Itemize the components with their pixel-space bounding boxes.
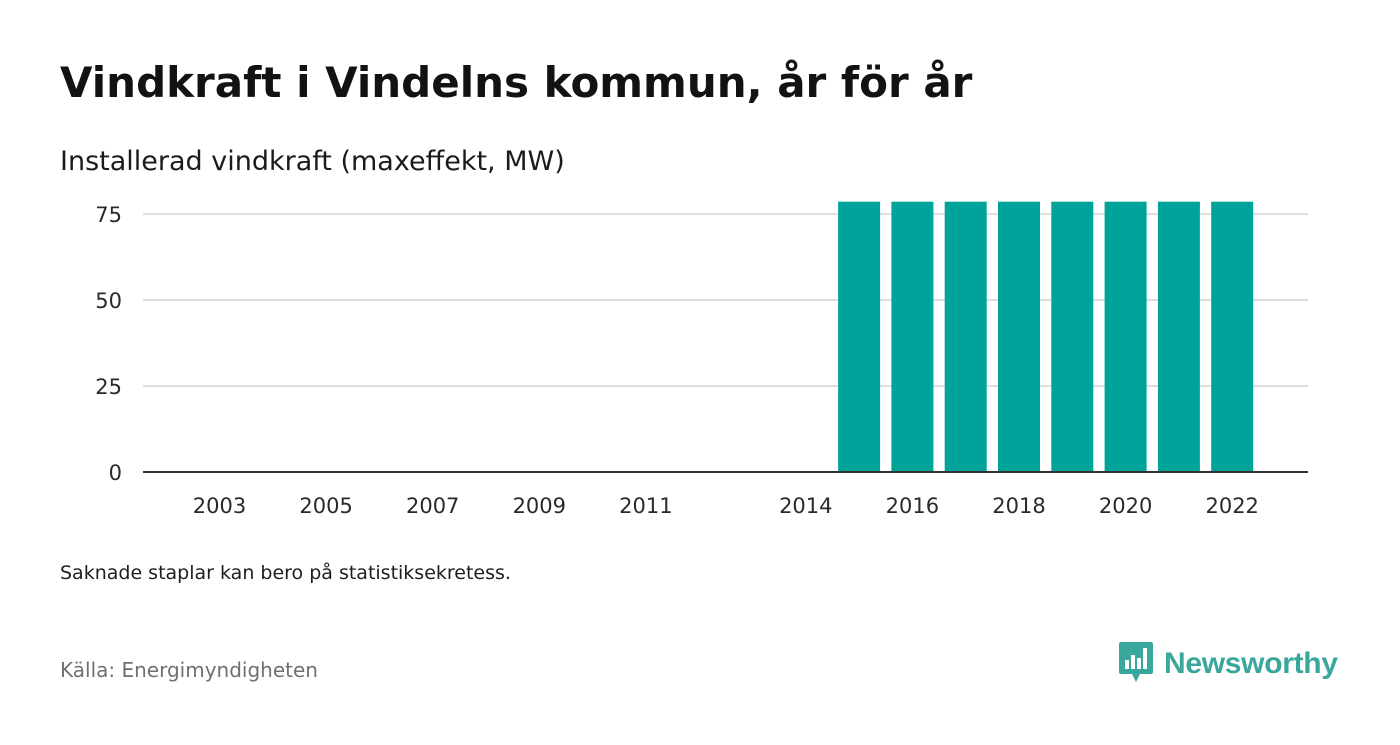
x-tick-label: 2005 bbox=[299, 494, 352, 518]
x-tick-label: 2007 bbox=[406, 494, 459, 518]
x-tick-label: 2011 bbox=[619, 494, 672, 518]
brand-logo: Newsworthy bbox=[1118, 640, 1338, 688]
bar-2017 bbox=[944, 201, 987, 472]
x-tick-label: 2022 bbox=[1205, 494, 1258, 518]
x-tick-label: 2018 bbox=[992, 494, 1045, 518]
bar-2022 bbox=[1211, 201, 1254, 472]
y-tick-label: 0 bbox=[109, 461, 122, 485]
x-tick-label: 2003 bbox=[193, 494, 246, 518]
bar-2018 bbox=[998, 201, 1040, 472]
footnote: Saknade staplar kan bero på statistiksek… bbox=[60, 562, 511, 584]
x-tick-label: 2009 bbox=[513, 494, 566, 518]
bar-2020 bbox=[1104, 201, 1147, 472]
chart-title: Vindkraft i Vindelns kommun, år för år bbox=[60, 58, 973, 107]
chart-subtitle: Installerad vindkraft (maxeffekt, MW) bbox=[60, 146, 565, 177]
bar-2021 bbox=[1157, 201, 1200, 472]
source-label: Källa: Energimyndigheten bbox=[60, 658, 318, 682]
brand-name: Newsworthy bbox=[1164, 647, 1338, 680]
x-tick-label: 2014 bbox=[779, 494, 832, 518]
bar-2015 bbox=[838, 201, 881, 472]
x-tick-label: 2016 bbox=[886, 494, 939, 518]
y-tick-label: 25 bbox=[95, 375, 122, 399]
x-tick-label: 2020 bbox=[1099, 494, 1152, 518]
axes: 0 25 50 75 2003 2005 2007 2009 2011 2014 2016 2018 2… bbox=[95, 203, 1308, 518]
y-tick-label: 50 bbox=[95, 289, 122, 313]
bars bbox=[838, 201, 1254, 472]
bar-2019 bbox=[1051, 201, 1094, 472]
y-tick-label: 75 bbox=[95, 203, 122, 227]
bar-chart: 0 25 50 75 2003 2005 2007 2009 2011 2014 2016 2018 2… bbox=[95, 201, 1308, 518]
bar-2016 bbox=[891, 201, 934, 472]
newsworthy-logo-icon bbox=[1118, 640, 1154, 688]
